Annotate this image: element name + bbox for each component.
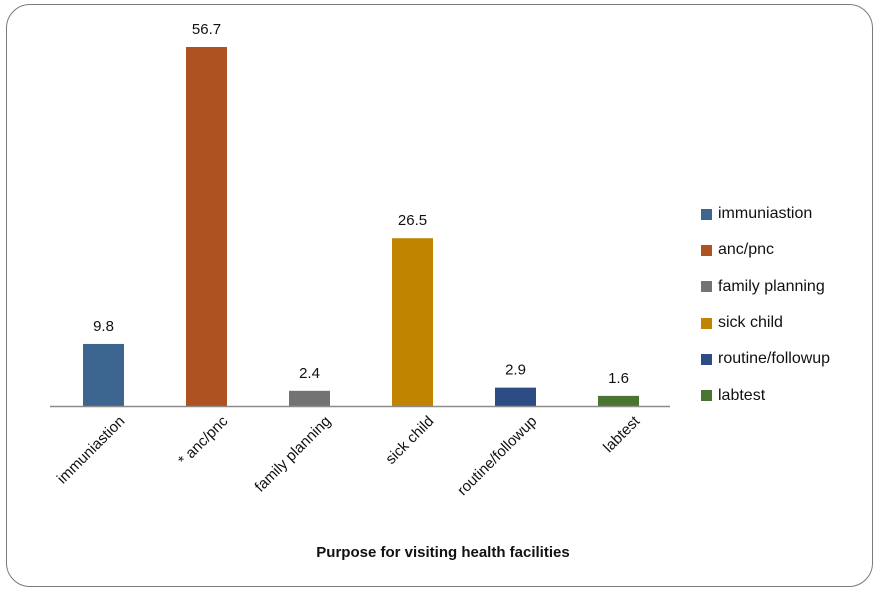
legend-swatch-2 — [701, 281, 712, 293]
legend-label-5: labtest — [718, 386, 766, 404]
x-tick-label-4: routine/followup — [454, 413, 540, 499]
legend-swatch-5 — [701, 390, 712, 402]
x-axis-title: Purpose for visiting health facilities — [316, 544, 569, 561]
data-label-4: 2.9 — [505, 362, 526, 379]
data-label-3: 26.5 — [398, 212, 427, 229]
legend-item-4: routine/followup — [701, 341, 830, 377]
bar-1 — [186, 47, 227, 406]
legend: immuniastion anc/pnc family planning sick c… — [701, 196, 830, 414]
legend-label-4: routine/followup — [718, 350, 831, 368]
x-tick-label-0: immuniastion — [54, 413, 129, 488]
bars-group — [83, 47, 639, 406]
legend-swatch-3 — [701, 317, 712, 329]
bar-0 — [83, 343, 124, 406]
legend-label-3: sick child — [718, 314, 783, 332]
data-label-2: 2.4 — [299, 365, 320, 382]
legend-swatch-4 — [701, 353, 712, 365]
data-label-5: 1.6 — [608, 370, 629, 387]
x-tick-label-3: sick child — [382, 413, 437, 468]
data-label-0: 9.8 — [93, 318, 114, 335]
bar-2 — [289, 390, 330, 406]
chart-frame — [6, 4, 873, 587]
legend-swatch-1 — [701, 244, 712, 256]
x-tick-label-5: labtest — [600, 412, 644, 456]
x-tick-labels-group: immuniastion * anc/pnc family planning sick… — [54, 412, 644, 499]
bar-5 — [598, 395, 639, 406]
legend-swatch-0 — [701, 208, 712, 220]
x-tick-label-1: * anc/pnc — [175, 412, 232, 469]
legend-item-5: labtest — [701, 377, 830, 413]
legend-item-0: immuniastion — [701, 196, 830, 232]
legend-label-1: anc/pnc — [718, 241, 775, 259]
legend-label-0: immuniastion — [718, 205, 813, 223]
data-labels-group: 9.8 56.7 2.4 26.5 2.9 1.6 — [93, 21, 629, 387]
x-tick-label-2: family planning — [252, 413, 335, 496]
legend-label-2: family planning — [718, 277, 825, 295]
legend-item-3: sick child — [701, 305, 830, 341]
legend-item-1: anc/pnc — [701, 232, 830, 268]
data-label-1: 56.7 — [192, 21, 221, 38]
bar-4 — [495, 387, 536, 406]
bar-3 — [392, 238, 433, 406]
legend-item-2: family planning — [701, 269, 830, 305]
